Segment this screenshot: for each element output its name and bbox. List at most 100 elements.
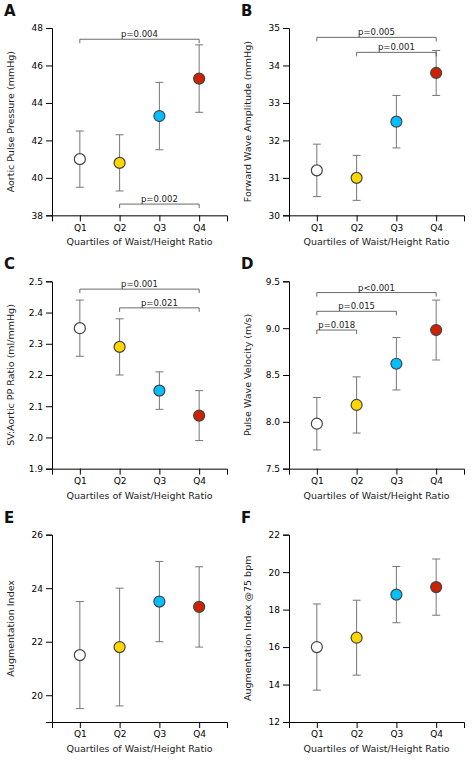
y-tick: 2.1	[29, 402, 52, 412]
y-axis: 303132333435	[269, 23, 290, 220]
x-axis-line	[53, 216, 228, 222]
x-tick: Q2	[351, 215, 364, 232]
x-tick-label: Q2	[114, 223, 127, 233]
y-axis-line	[283, 29, 290, 216]
x-tick-label: Q3	[390, 223, 403, 233]
x-tick: Q4	[193, 469, 206, 486]
x-tick-mark	[317, 722, 318, 728]
x-tick-mark	[436, 469, 437, 475]
panel-label: E	[4, 509, 14, 527]
y-axis-title: SV:Aortic PP Ratio (ml/mmHg)	[5, 304, 16, 446]
y-tick: 9.0	[266, 324, 289, 334]
y-tick: 31	[269, 173, 289, 183]
x-tick-mark	[80, 215, 81, 221]
y-tick: 30	[269, 211, 289, 221]
y-tick: 42	[32, 136, 52, 146]
y-tick-label: 20	[32, 691, 44, 701]
x-tick: Q1	[74, 469, 87, 486]
y-tick-mark	[46, 375, 52, 376]
figure: 384042444648Q1Q2Q3Q4Quartiles of Waist/H…	[0, 0, 474, 760]
y-tick-label: 12	[269, 717, 280, 727]
x-tick-mark	[159, 215, 160, 221]
x-axis: Q1Q2Q3Q4	[290, 215, 465, 232]
point	[391, 358, 402, 369]
y-axis: 20222426	[32, 530, 53, 722]
x-tick: Q1	[74, 722, 87, 739]
y-tick-label: 33	[269, 98, 280, 108]
x-tick: Q3	[153, 469, 166, 486]
x-tick-label: Q2	[114, 729, 127, 739]
y-axis-line	[46, 535, 53, 722]
y-tick-label: 1.9	[29, 464, 44, 474]
y-tick-mark	[283, 215, 289, 216]
x-tick-label: Q4	[193, 476, 206, 486]
y-tick-mark	[283, 103, 289, 104]
x-tick-label: Q4	[430, 223, 443, 233]
point	[194, 601, 205, 612]
point	[431, 67, 442, 78]
y-tick-mark	[46, 642, 52, 643]
x-axis-line	[290, 216, 465, 222]
y-tick: 1.9	[29, 464, 52, 474]
y-tick-label: 14	[269, 680, 281, 690]
y-tick-mark	[46, 215, 52, 216]
y-tick: 18	[269, 605, 289, 615]
y-axis: 1.92.02.12.22.32.42.5	[29, 277, 53, 474]
point	[114, 157, 125, 168]
y-axis-title: Pulse Wave Velocity (m/s)	[242, 314, 253, 436]
y-tick-mark	[46, 178, 52, 179]
x-tick: Q4	[430, 215, 443, 232]
point	[114, 642, 125, 653]
panel-label: B	[241, 2, 252, 20]
y-tick-mark	[46, 695, 52, 696]
x-tick-mark	[199, 722, 200, 728]
y-tick-mark	[46, 344, 52, 345]
x-tick: Q2	[351, 469, 364, 486]
y-tick-mark	[283, 535, 289, 536]
significance-label: p=0.018	[318, 320, 355, 330]
marks	[311, 50, 441, 200]
y-tick: 2.0	[29, 433, 52, 443]
y-tick-mark	[46, 140, 52, 141]
x-tick: Q4	[430, 469, 443, 486]
point	[74, 650, 85, 661]
x-tick: Q2	[114, 215, 127, 232]
y-tick: 8.5	[266, 370, 289, 380]
y-tick: 2.4	[29, 308, 52, 318]
x-tick-mark	[396, 215, 397, 221]
x-tick-mark	[396, 469, 397, 475]
y-tick-label: 2.1	[29, 402, 43, 412]
x-tick: Q3	[153, 215, 166, 232]
x-tick-mark	[436, 722, 437, 728]
x-tick-label: Q1	[74, 476, 87, 486]
x-tick-label: Q2	[351, 476, 364, 486]
x-tick: Q1	[74, 215, 87, 232]
x-axis: Q1Q2Q3Q4	[290, 722, 465, 739]
y-tick: 20	[32, 691, 52, 701]
y-tick-mark	[283, 722, 289, 723]
y-tick-mark	[283, 572, 289, 573]
y-tick-label: 40	[32, 173, 44, 183]
x-axis: Q1Q2Q3Q4	[53, 722, 228, 739]
y-tick-mark	[283, 422, 289, 423]
y-tick: 2.5	[29, 277, 52, 287]
significance-bracket	[317, 293, 436, 297]
significance-label: p<0.001	[358, 283, 395, 293]
x-tick-mark	[357, 215, 358, 221]
significance-bracket	[317, 311, 397, 315]
panel: 7.58.08.59.09.5Q1Q2Q3Q4Quartiles of Wais…	[241, 255, 465, 500]
y-axis-title: Forward Wave Amplitude (mmHg)	[242, 41, 253, 202]
x-tick-label: Q2	[351, 729, 364, 739]
y-tick-mark	[46, 469, 52, 470]
y-tick-mark	[283, 28, 289, 29]
significance-label: p=0.001	[378, 42, 415, 52]
x-axis-line	[290, 469, 465, 475]
x-axis-line	[53, 723, 228, 729]
x-tick: Q4	[193, 722, 206, 739]
x-tick-label: Q1	[311, 476, 324, 486]
y-tick-label: 22	[32, 637, 43, 647]
x-axis-title: Quartiles of Waist/Height Ratio	[66, 236, 212, 247]
y-tick-mark	[283, 140, 289, 141]
x-tick-label: Q1	[311, 729, 324, 739]
significance-label: p=0.015	[338, 301, 375, 311]
